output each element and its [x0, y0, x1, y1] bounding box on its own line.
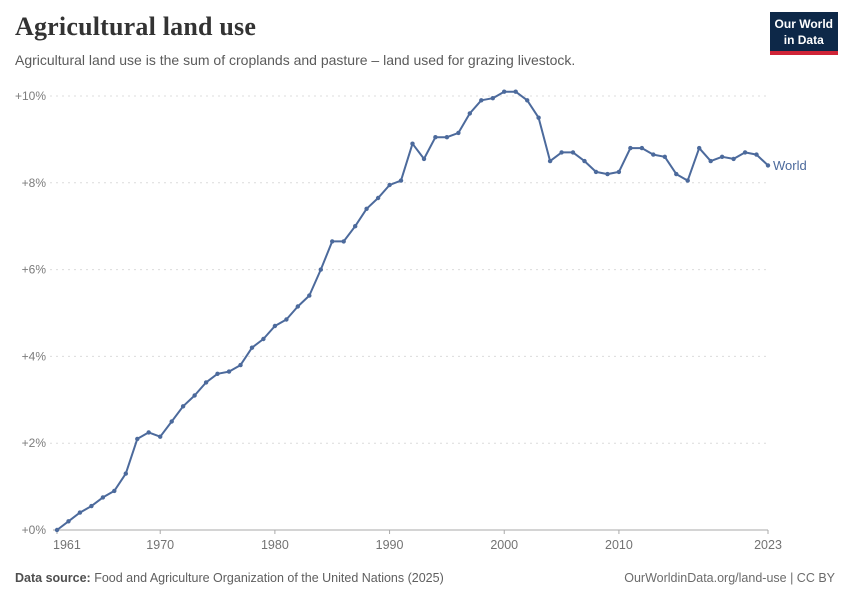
data-point	[536, 115, 541, 120]
data-point	[100, 495, 106, 500]
data-point	[570, 150, 576, 155]
data-point	[582, 158, 587, 164]
y-tick-label: +10%	[15, 89, 46, 103]
data-point	[180, 404, 186, 409]
data-point	[364, 206, 369, 211]
data-point	[490, 96, 495, 101]
data-point	[731, 156, 736, 162]
data-point	[674, 171, 679, 177]
y-tick-label: +0%	[22, 523, 47, 537]
data-point	[353, 224, 358, 229]
data-point	[387, 182, 392, 188]
data-point	[754, 152, 759, 157]
data-point	[66, 519, 71, 524]
chart-canvas: +0% +2% +4% +6% +8% +10% 1961 1970 1980 1990 2000 2…	[15, 89, 807, 552]
x-tick-label: 1961	[53, 538, 81, 552]
footer-datasource-label: Data source:	[15, 571, 91, 585]
data-point	[295, 304, 300, 309]
x-tick-label: 1990	[376, 538, 404, 552]
data-point	[203, 380, 209, 385]
data-point	[708, 158, 713, 164]
data-point	[146, 430, 151, 435]
data-point	[77, 510, 83, 515]
data-point	[112, 488, 117, 494]
data-point	[697, 145, 702, 151]
owid-logo-line2: in Data	[783, 32, 824, 47]
data-point	[226, 369, 232, 374]
data-point	[318, 267, 323, 272]
y-tick-label: +8%	[22, 176, 47, 190]
data-point	[513, 89, 518, 94]
data-point	[123, 471, 128, 476]
data-point	[616, 169, 622, 175]
data-point	[639, 145, 645, 151]
y-tick-label: +4%	[22, 349, 47, 363]
data-point	[330, 239, 335, 244]
data-point	[272, 323, 278, 329]
data-point	[135, 436, 140, 442]
x-tick-label: 2010	[605, 538, 633, 552]
footer-datasource-text: Food and Agriculture Organization of the…	[94, 571, 444, 585]
x-tick-label: 2000	[490, 538, 518, 552]
data-point	[249, 345, 255, 350]
page-title: Agricultural land use	[15, 12, 257, 41]
data-point	[559, 150, 564, 155]
data-point	[421, 156, 427, 162]
data-point	[433, 135, 438, 140]
y-tick-label: +6%	[22, 263, 47, 277]
data-point	[547, 158, 553, 164]
data-point	[593, 169, 599, 175]
data-point	[238, 362, 243, 368]
series-label-world: World	[773, 158, 807, 173]
data-point	[444, 135, 450, 140]
data-point	[467, 111, 472, 116]
data-point	[525, 98, 530, 103]
data-point	[651, 152, 656, 157]
y-tick-label: +2%	[22, 436, 47, 450]
data-point	[341, 239, 346, 244]
series-line-world	[56, 90, 769, 531]
data-point	[89, 503, 94, 509]
line-chart: +0% +2% +4% +6% +8% +10% 1961 1970 1980 1990 2000 2…	[0, 85, 850, 555]
chart-subtitle: Agricultural land use is the sum of crop…	[15, 52, 576, 68]
x-tick-label: 2023	[754, 538, 782, 552]
data-point	[742, 150, 748, 155]
data-point	[719, 154, 725, 159]
data-point	[261, 336, 266, 342]
data-point	[456, 130, 461, 136]
footer-datasource: Data source: Food and Agriculture Organi…	[15, 571, 444, 585]
data-point	[685, 178, 690, 183]
x-tick-label: 1970	[146, 538, 174, 552]
data-point	[765, 163, 771, 168]
data-point	[502, 89, 507, 94]
data-point	[410, 141, 415, 146]
data-point	[605, 171, 610, 177]
owid-logo: Our World in Data	[769, 12, 838, 56]
data-point	[662, 154, 667, 159]
x-tick-label: 1980	[261, 538, 289, 552]
data-point	[398, 178, 404, 183]
data-point	[169, 419, 174, 424]
data-point	[284, 317, 289, 322]
data-point	[158, 434, 163, 439]
owid-logo-line1: Our World	[774, 17, 833, 31]
data-point	[215, 371, 220, 376]
data-point	[375, 195, 381, 201]
data-point	[307, 293, 312, 298]
data-point	[628, 145, 633, 151]
data-point	[54, 527, 60, 533]
footer-credit: OurWorldinData.org/land-use | CC BY	[624, 571, 835, 585]
data-point	[479, 98, 484, 103]
data-point	[192, 393, 197, 398]
